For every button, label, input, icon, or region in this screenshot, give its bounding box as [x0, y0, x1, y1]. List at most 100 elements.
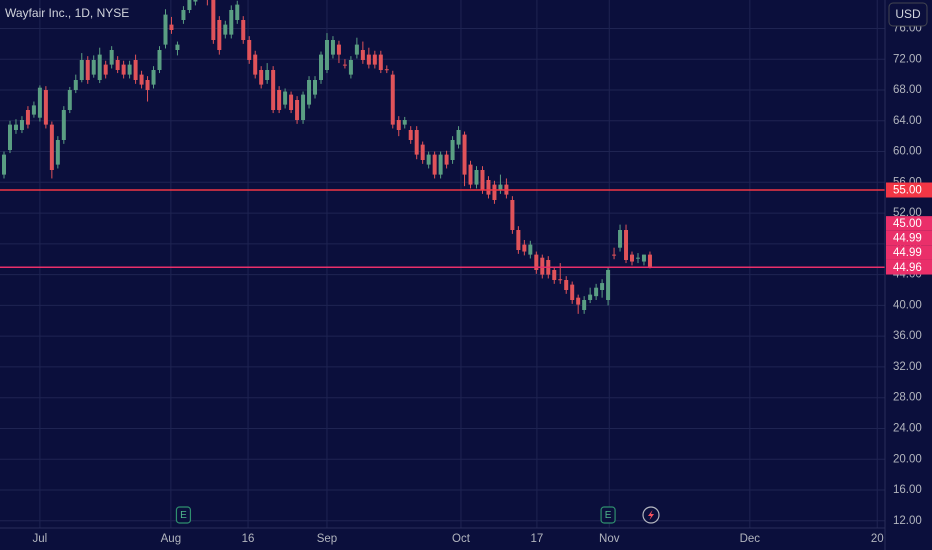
candle-body [414, 130, 419, 155]
x-tick-label: 17 [531, 533, 544, 545]
y-tick-label: 72.00 [893, 53, 922, 65]
candle-body [151, 70, 156, 85]
y-tick-label: 12.00 [893, 515, 922, 527]
candle-body [67, 90, 72, 110]
currency-label[interactable]: USD [895, 7, 921, 21]
y-tick-label: 24.00 [893, 422, 922, 434]
candle-body [641, 254, 646, 262]
candle-body [157, 50, 162, 70]
candle-body [492, 184, 497, 200]
x-tick-label: Jul [33, 533, 48, 545]
candle-body [13, 124, 18, 130]
currency-button[interactable]: USD [888, 2, 928, 27]
price-badge-label: 44.99 [893, 247, 922, 259]
candle-body [229, 10, 234, 35]
candle-body [241, 20, 246, 40]
currency-button-frame[interactable] [888, 2, 928, 27]
badges: 55.00 45.00 44.99 44.99 44.96 [886, 182, 932, 275]
candle-body [91, 60, 96, 75]
x-tick-label: 20 [871, 533, 884, 545]
candle-body [2, 154, 7, 175]
candle-body [438, 154, 443, 175]
candle-body [145, 80, 150, 90]
candle-body [408, 130, 413, 140]
candle-body [624, 230, 629, 260]
dividend-flash-icon[interactable] [642, 506, 660, 524]
flash-bolt[interactable] [648, 510, 654, 520]
y-tick-label: 36.00 [893, 330, 922, 342]
candle-body [444, 154, 449, 165]
earnings-marker[interactable]: E [600, 506, 616, 524]
price-badge-label: 44.99 [893, 233, 922, 245]
candle-body [612, 254, 617, 256]
candle-body [456, 130, 461, 145]
candle-body [307, 80, 312, 105]
candle-body [635, 257, 640, 259]
candle-body [97, 54, 102, 80]
chart-title: Wayfair Inc., 1D, NYSE [5, 6, 129, 20]
candle-body [600, 283, 605, 290]
candle-body [558, 279, 563, 281]
candle-body [103, 64, 108, 75]
grid [0, 0, 885, 528]
y-tick-label: 60.00 [893, 146, 922, 158]
candle-body [301, 94, 306, 120]
price-badge-label: 44.96 [893, 262, 922, 274]
candle-body [193, 0, 198, 2]
candle-body [516, 230, 521, 250]
x-tick-label: Aug [161, 533, 181, 545]
y-tick-label: 52.00 [893, 207, 922, 219]
candle-body [295, 100, 300, 120]
candle-body [576, 297, 581, 305]
y-tick-label: 20.00 [893, 453, 922, 465]
x-tick-label: Oct [452, 533, 471, 545]
candle-body [259, 70, 264, 85]
x-tick-label: Dec [740, 533, 761, 545]
candle-body [247, 40, 252, 60]
candle-body [618, 230, 623, 248]
candle-body [588, 294, 593, 300]
candle-body [564, 280, 569, 290]
price-badge-label: 55.00 [893, 185, 922, 197]
candle-body [37, 87, 42, 118]
candle-body [169, 24, 174, 30]
candle-body [25, 110, 30, 125]
candle-body [223, 24, 228, 35]
candle-body [235, 4, 240, 20]
candle-body [313, 80, 318, 95]
earnings-marker-frame [600, 506, 616, 524]
price-badge-label: 45.00 [893, 218, 922, 230]
candle-body [360, 50, 365, 60]
candle-body [31, 105, 36, 115]
price-badge [886, 259, 932, 275]
candle-body [115, 60, 120, 70]
price-badge [886, 216, 932, 231]
y-tick-label: 32.00 [893, 361, 922, 373]
candle-body [127, 64, 132, 75]
candle-body [480, 170, 485, 190]
candle-body [522, 244, 527, 252]
price-badge [886, 230, 932, 246]
candles [2, 0, 652, 314]
candle-body [510, 200, 515, 230]
earnings-marker-frame [175, 506, 192, 524]
earnings-marker-label: E [605, 510, 612, 521]
candle-body [139, 74, 144, 85]
candle-body [277, 90, 282, 110]
y-tick-label: 68.00 [893, 84, 922, 96]
earnings-marker[interactable]: E [175, 506, 192, 524]
candle-body [342, 64, 347, 66]
candle-body [420, 144, 425, 160]
x-tick-label: Sep [317, 533, 337, 545]
x-tick-label: Nov [599, 533, 620, 545]
candle-body [390, 74, 395, 125]
candle-body [396, 120, 401, 130]
candle-body [348, 60, 353, 75]
candle-body [43, 90, 48, 125]
candle-body [486, 180, 491, 195]
candle-body [426, 154, 431, 165]
candle-body [289, 94, 294, 110]
